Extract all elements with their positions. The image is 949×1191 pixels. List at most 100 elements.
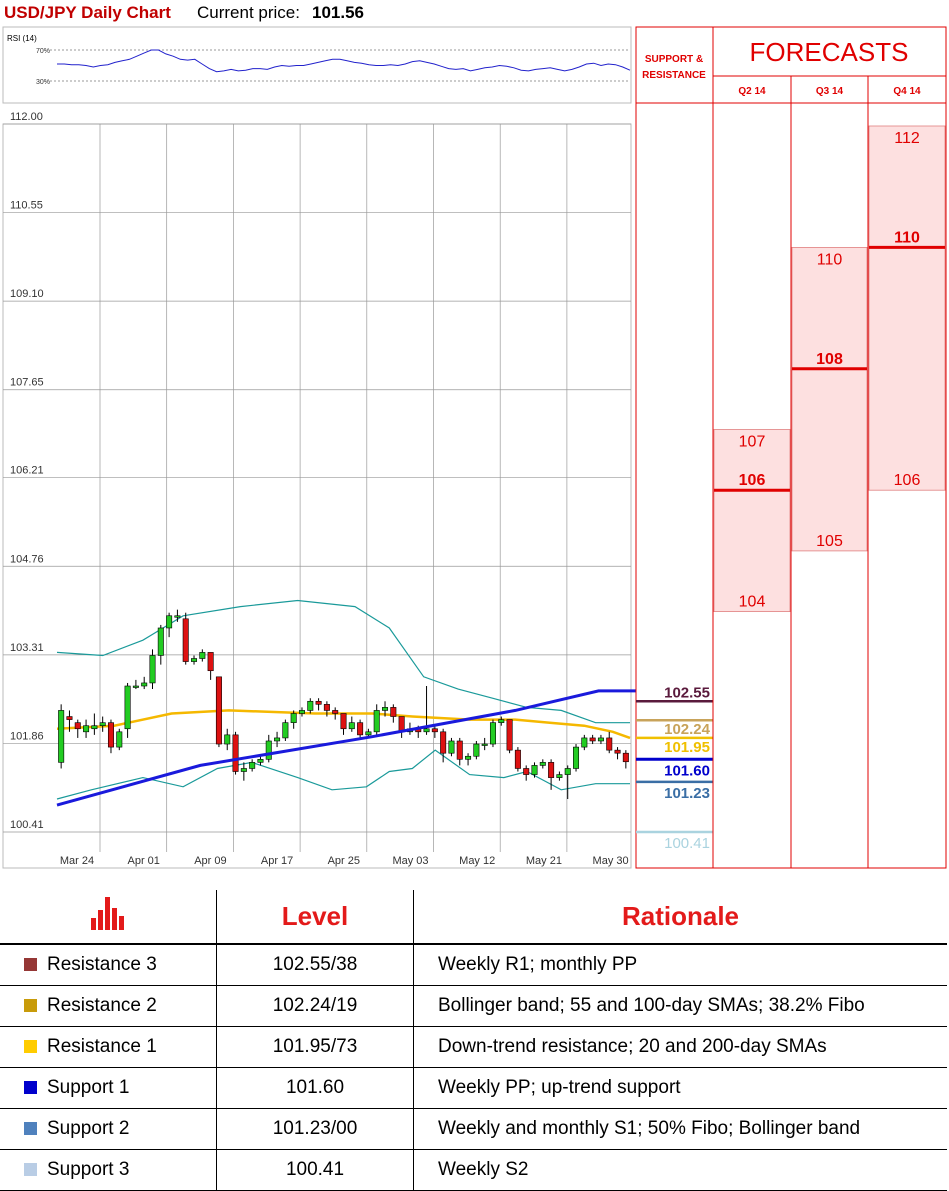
sr-level-label: 101.60: [664, 762, 710, 779]
level-color-swatch: [24, 958, 37, 971]
candle-up: [116, 731, 123, 748]
level-name-cell: Resistance 1: [0, 1026, 217, 1068]
sr-column: [635, 26, 714, 869]
forecast-range: [868, 125, 946, 491]
forecast-high-label: 112: [894, 130, 920, 147]
y-tick-label: 109.10: [10, 288, 44, 300]
rationale-header: Rationale: [413, 890, 947, 945]
forecast-range: [713, 429, 791, 613]
candle-up: [423, 728, 430, 733]
candle-up: [373, 710, 380, 733]
x-tick-label: Apr 09: [194, 855, 226, 867]
sr-level-label: 102.55: [664, 684, 710, 701]
level-name-cell: Support 2: [0, 1108, 217, 1150]
y-tick-label: 107.65: [10, 377, 44, 389]
candle-down: [74, 722, 81, 730]
level-color-swatch: [24, 1040, 37, 1053]
rsi-70-label: 70%: [36, 48, 50, 55]
rsi-panel: [2, 26, 632, 104]
sr-level-label: 101.95: [664, 739, 710, 756]
current-price-value: 101.56: [312, 3, 364, 22]
quarter-label: Q3 14: [816, 86, 844, 97]
candle-down: [332, 710, 339, 714]
candle-up: [348, 722, 355, 730]
level-name-cell: Resistance 2: [0, 985, 217, 1027]
candle-up: [282, 722, 289, 739]
candle-up: [166, 615, 173, 629]
candle-up: [132, 685, 139, 688]
candle-down: [323, 704, 330, 711]
candle-down: [614, 749, 621, 754]
level-rationale: Weekly S2: [413, 1149, 947, 1191]
chart-icon-cell: [0, 890, 217, 945]
candle-up: [539, 762, 546, 766]
level-value: 102.24/19: [216, 985, 414, 1027]
sr-level-label: 100.41: [664, 835, 710, 852]
level-header: Level: [216, 890, 414, 945]
level-name: Support 2: [47, 1118, 130, 1139]
level-rationale: Weekly R1; monthly PP: [413, 944, 947, 986]
candle-down: [340, 713, 347, 730]
candle-down: [523, 768, 530, 775]
candle-down: [232, 734, 239, 772]
candle-up: [473, 743, 480, 757]
level-name-cell: Support 1: [0, 1067, 217, 1109]
sr-header-line2: RESISTANCE: [642, 70, 706, 81]
level-name: Resistance 2: [47, 995, 157, 1016]
candle-up: [141, 682, 148, 687]
candle-up: [465, 755, 472, 760]
level-value: 102.55/38: [216, 944, 414, 986]
candle-up: [290, 713, 297, 723]
forecasts-title: FORECASTS: [750, 37, 909, 67]
candle-up: [498, 719, 505, 723]
level-name-cell: Support 3: [0, 1149, 217, 1191]
candle-down: [589, 737, 596, 742]
levels-table-row: Resistance 2 102.24/19 Bollinger band; 55 …: [0, 985, 947, 1027]
price-plot-area: [2, 123, 632, 869]
candle-up: [91, 725, 98, 730]
level-name: Support 3: [47, 1159, 130, 1180]
levels-table-row: Support 2 101.23/00 Weekly and monthly S1;…: [0, 1108, 947, 1150]
candle-up: [124, 685, 131, 730]
candle-down: [431, 728, 438, 733]
candle-up: [240, 768, 247, 772]
candle-up: [481, 743, 488, 746]
x-axis: Mar 24 Apr 01 Apr 09 Apr 17 Apr 25 May 03 May …: [60, 855, 629, 867]
level-rationale: Weekly PP; up-trend support: [413, 1067, 947, 1109]
bar-chart-icon: [91, 897, 124, 930]
x-tick-label: Mar 24: [60, 855, 94, 867]
levels-table-row: Resistance 3 102.55/38 Weekly R1; monthly …: [0, 944, 947, 986]
candle-up: [265, 740, 272, 760]
x-tick-label: Apr 17: [261, 855, 293, 867]
level-rationale: Bollinger band; 55 and 100-day SMAs; 38.…: [413, 985, 947, 1027]
candle-up: [489, 722, 496, 745]
candle-down: [357, 722, 364, 736]
candle-up: [307, 700, 314, 711]
levels-table-row: Support 3 100.41 Weekly S2: [0, 1149, 947, 1191]
candle-down: [440, 731, 447, 754]
forecast-low-label: 104: [739, 594, 766, 611]
forecast-mid-label: 106: [739, 472, 766, 489]
bollinger-upper-band: [56, 599, 630, 724]
candle-down: [514, 749, 521, 769]
levels-table-row: Support 1 101.60 Weekly PP; up-trend suppo…: [0, 1067, 947, 1109]
y-tick-label: 103.31: [10, 642, 44, 654]
y-tick-label: 106.21: [10, 465, 44, 477]
level-value: 101.60: [216, 1067, 414, 1109]
y-tick-label: 110.55: [10, 200, 43, 212]
candle-down: [390, 707, 397, 717]
y-tick-label: 112.00: [10, 111, 43, 123]
candle-down: [548, 762, 555, 778]
moving-average-line: [56, 709, 631, 740]
level-name: Resistance 1: [47, 1036, 157, 1057]
candle-up: [249, 762, 256, 769]
candle-down: [207, 652, 214, 672]
candle-up: [531, 765, 538, 775]
y-tick-label: 104.76: [10, 553, 44, 565]
candle-up: [597, 737, 604, 742]
uptrend-line: [56, 689, 665, 807]
x-tick-label: May 03: [392, 855, 428, 867]
candle-up: [581, 737, 588, 748]
forecasts-panel: [712, 26, 947, 869]
candle-down: [456, 740, 463, 760]
